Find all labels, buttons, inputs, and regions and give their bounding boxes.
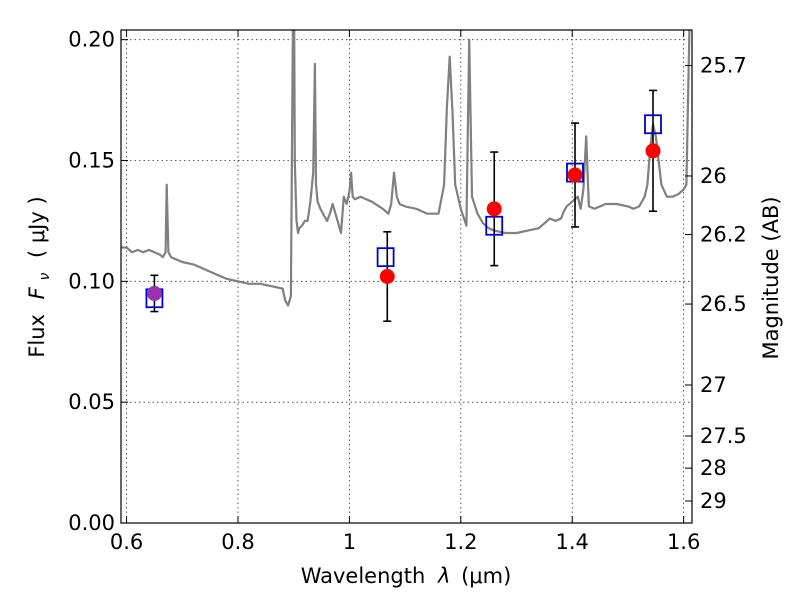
plot-frame (120, 29, 693, 524)
x-tick-label: 1.4 (556, 530, 589, 554)
axis-ticks (121, 30, 692, 524)
y-tick-label: 0.15 (68, 149, 115, 173)
x-tick-label: 1 (343, 530, 356, 554)
grid-lines (121, 30, 692, 524)
tick-labels: 0.6 0.8 1 1.2 1.4 1.6 0.00 0.05 0.10 0.15 0.20 25.7… (68, 28, 747, 554)
x-tick-label: 0.6 (110, 530, 143, 554)
observed-circle-marker (567, 167, 583, 183)
observed-circle-marker (486, 201, 502, 217)
magnitude-tick-label: 28 (700, 456, 727, 480)
observed-circle-marker (379, 269, 395, 284)
x-axis-title: Wavelength λ (μm) (301, 564, 512, 588)
magnitude-tick-label: 26.2 (700, 222, 747, 246)
model-square-marker (644, 114, 662, 135)
model-square-marker (485, 215, 504, 236)
magnitude-tick-label: 25.7 (700, 54, 747, 78)
magnitude-tick-label: 26.5 (700, 292, 747, 316)
y-tick-label: 0.05 (68, 390, 115, 414)
observed-circle-marker (645, 143, 661, 159)
spectrum-layer (121, 30, 691, 307)
right-axis-title: Magnitude (AB) (759, 196, 783, 359)
y-tick-label: 0.10 (68, 269, 115, 293)
magnitude-tick-label: 27 (700, 373, 727, 397)
observed-circle-markers (146, 143, 661, 301)
magnitude-tick-label: 26 (700, 164, 727, 188)
magnitude-tick-label: 27.5 (700, 424, 747, 448)
x-tick-label: 0.8 (221, 530, 254, 554)
model-square-marker (376, 247, 395, 268)
spectrum-line (121, 30, 691, 307)
x-tick-label: 1.2 (444, 530, 477, 554)
observed-circle-marker (146, 285, 162, 301)
y-tick-label: 0.00 (68, 511, 115, 535)
y-tick-label: 0.20 (68, 28, 115, 52)
magnitude-tick-label: 29 (700, 489, 727, 513)
y-axis-title: Flux F ν ( μJy ) (25, 196, 54, 357)
x-tick-label: 1.6 (667, 530, 700, 554)
